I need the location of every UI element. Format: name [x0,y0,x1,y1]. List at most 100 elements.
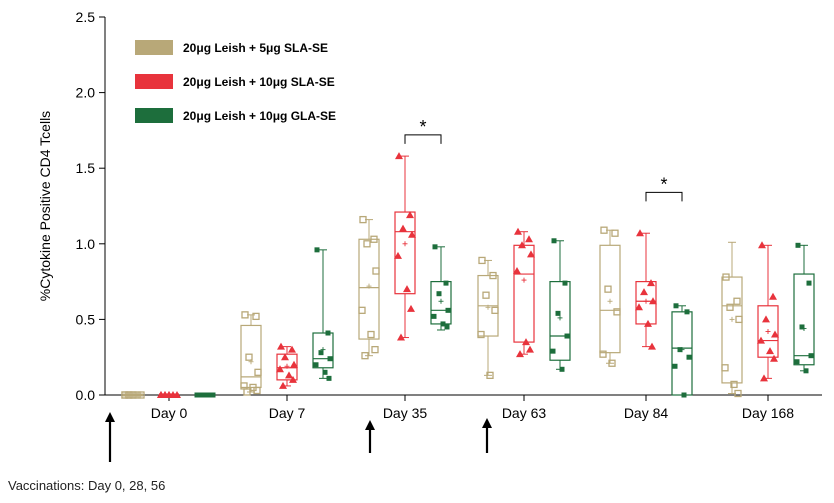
y-tick-label: 0.0 [76,387,96,403]
data-point [206,392,212,398]
data-point [608,359,616,367]
data-point [803,368,809,374]
box-iqr [358,238,380,340]
data-point [252,312,260,321]
data-point [518,241,526,249]
x-tick-label: Day 84 [624,405,669,421]
box-day-7 [240,311,262,396]
data-point [762,315,770,323]
data-point [726,303,734,311]
bracket-line [645,191,683,202]
box-iqr [671,311,693,396]
y-tick-label: 0.5 [76,311,96,327]
box-day-168 [793,242,815,374]
data-point [403,285,411,293]
significance-label: * [419,117,426,137]
data-point [600,226,608,234]
y-tick-label: 1.0 [76,236,96,252]
data-point [644,319,652,327]
box-iqr [757,305,779,358]
data-point [486,371,494,379]
box-day-35 [430,244,452,331]
data-point [279,381,287,389]
data-point [210,392,216,398]
data-point [514,227,522,235]
data-point [550,348,556,354]
data-point [137,391,145,399]
box-iqr [721,276,743,384]
data-point [432,244,438,250]
data-point [318,350,324,356]
data-point [371,345,379,354]
data-point [647,279,655,287]
data-point [165,391,173,398]
data-point [760,374,768,382]
significance-bracket: * [404,117,442,144]
data-point [730,380,738,389]
significance-label: * [660,174,667,194]
data-point [604,285,612,293]
data-point [677,347,683,353]
axes: 0.0 0.5 1.0 1.5 2.0 2.5 %Cytokine Positive CD4… [37,9,822,421]
data-point [526,345,534,353]
data-point [288,345,296,353]
data-point [408,230,416,238]
data-point [516,350,524,358]
box-day-0 [194,392,216,398]
data-point [681,392,687,398]
data-point [806,280,812,286]
box-iqr [394,211,416,295]
data-point [757,336,765,344]
data-point [173,391,181,398]
data-point [794,359,800,365]
data-point [721,364,729,372]
data-point [770,354,778,362]
data-point [198,392,204,398]
significance-annotations: ** [404,117,683,202]
y-tick-label: 2.0 [76,85,96,101]
legend-swatch [135,74,173,89]
x-tick-label: Day 63 [502,405,547,421]
data-point [551,238,557,244]
box-day-84 [599,226,621,367]
data-point [285,371,293,379]
data-point [407,304,415,312]
data-point [477,330,485,339]
data-point [281,353,289,361]
data-point [440,321,446,327]
x-tick-label: Day 168 [742,405,794,421]
data-point [733,297,741,305]
data-point [290,360,298,368]
box-iqr [240,324,262,389]
x-tick-label: Day 7 [269,405,306,421]
legend-item-2: 20μg Leish + 10μg SLA-SE [135,74,335,89]
data-point [686,354,692,360]
data-point [635,303,643,311]
box-iqr [793,273,815,366]
data-point [672,363,678,369]
data-point [766,347,774,355]
x-tick-label: Day 35 [383,405,428,421]
data-point [372,267,380,275]
data-point [322,369,328,375]
data-point [202,392,208,398]
data-point [771,330,779,338]
data-point [611,229,619,237]
data-point [363,240,371,248]
data-point [491,306,499,314]
vaccination-arrow-day-28 [365,420,375,453]
data-point [734,389,742,398]
significance-bracket: * [645,174,683,202]
legend-label: 20μg Leish + 10μg SLA-SE [183,75,335,89]
data-point [431,313,437,319]
data-point [649,297,657,305]
data-point [636,229,644,237]
data-point [397,333,405,341]
x-tick-label: Day 0 [151,405,188,421]
data-point [361,352,369,360]
data-point [482,291,490,299]
data-point [562,280,568,286]
data-point [525,235,533,243]
data-point [241,311,249,319]
